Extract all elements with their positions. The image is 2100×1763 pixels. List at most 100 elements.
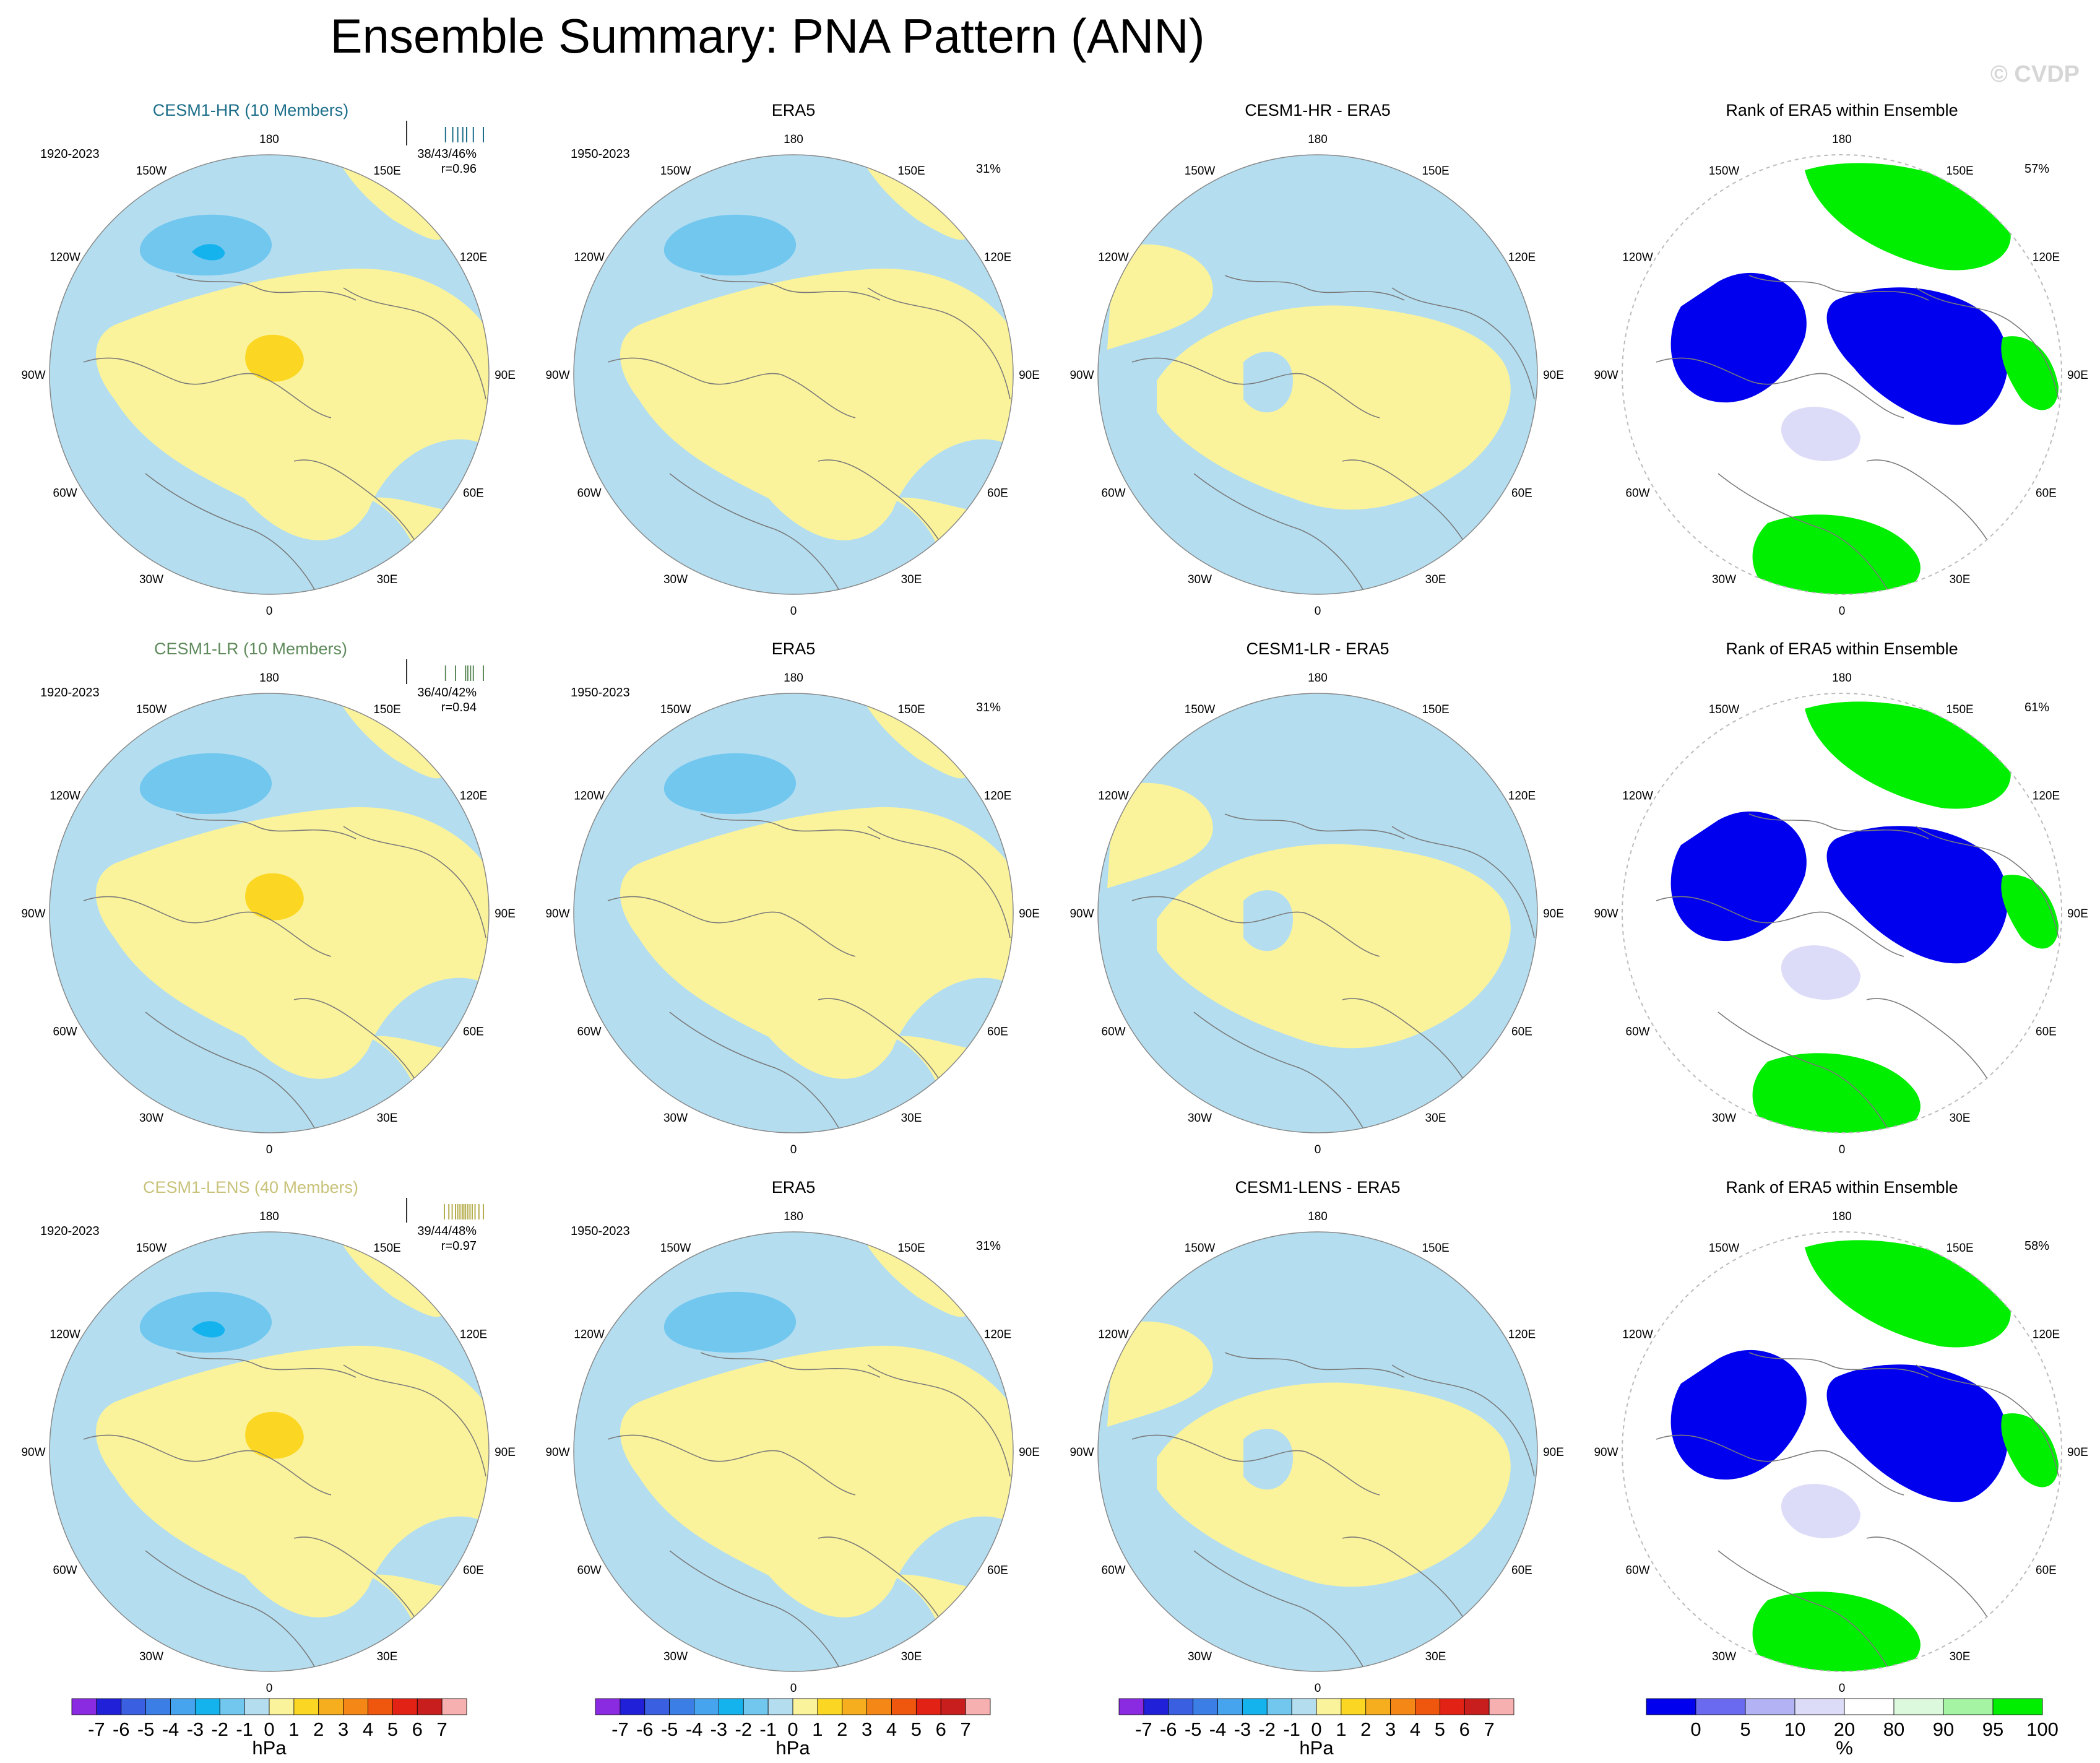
colorbar-tick-label: -5 <box>1185 1718 1202 1740</box>
watermark-text: © CVDP <box>1990 61 2080 87</box>
model-stats: 36/40/42% <box>417 686 477 700</box>
rank-mid-low-area <box>1781 945 1860 1000</box>
map-border <box>1622 693 2062 1133</box>
difference-title: CESM1-LR - ERA5 <box>1246 639 1389 658</box>
longitude-label: 30W <box>139 573 163 586</box>
longitude-label: 150W <box>660 1242 691 1255</box>
longitude-label: 60E <box>463 1026 484 1039</box>
longitude-label: 180 <box>784 133 803 146</box>
colorbar-swatch <box>170 1698 196 1715</box>
coastline <box>1916 826 2059 938</box>
colorbar-unit: % <box>1836 1737 1853 1759</box>
colorbar-tick-label: 0 <box>787 1718 798 1740</box>
longitude-label: 60W <box>53 1564 77 1577</box>
longitude-label: 150W <box>1709 1242 1740 1255</box>
colorbar-tick-label: -2 <box>1258 1718 1276 1740</box>
colorbar-tick-label: 5 <box>1435 1718 1445 1740</box>
map-border <box>49 1231 490 1672</box>
colorbar-tick-label: 1 <box>288 1718 299 1740</box>
rank-low-area <box>1826 1364 2008 1502</box>
positive-anomaly-area <box>1157 305 1511 510</box>
coastline <box>607 357 856 418</box>
longitude-label: 30W <box>663 1650 688 1663</box>
obs-pct: 31% <box>976 162 1001 176</box>
colorbar-swatch <box>194 1698 220 1715</box>
coastline <box>343 826 486 938</box>
colorbar-swatch <box>318 1698 344 1715</box>
coastline <box>1391 826 1535 938</box>
longitude-label: 90E <box>1543 369 1564 382</box>
longitude-label: 0 <box>266 605 273 618</box>
colorbar-swatch <box>96 1698 122 1715</box>
longitude-label: 120W <box>50 251 80 264</box>
longitude-label: 60W <box>1102 1026 1126 1039</box>
longitude-label: 90E <box>2067 907 2088 920</box>
longitude-label: 90W <box>1069 369 1094 382</box>
longitude-label: 150E <box>1946 1242 1973 1255</box>
colorbar-tick-label: 3 <box>862 1718 872 1740</box>
longitude-label: 90E <box>1019 907 1040 920</box>
longitude-label: 120W <box>50 1328 80 1341</box>
longitude-label: 30E <box>377 1112 398 1125</box>
colorbar-unit: hPa <box>776 1737 810 1759</box>
map-panel: 180 150E 120E 90E 60E 30E 0 30W 60W 90W 120W 150W <box>545 1210 1039 1695</box>
colorbar-swatch <box>293 1698 319 1715</box>
colorbar-unit: hPa <box>1299 1737 1334 1759</box>
longitude-label: 60W <box>1102 1564 1126 1577</box>
colorbar-swatch <box>595 1698 621 1715</box>
colorbar-tick-label: 20 <box>1834 1718 1855 1740</box>
colorbar-tick-label: 80 <box>1883 1718 1904 1740</box>
longitude-label: 90E <box>1019 369 1040 382</box>
colorbar-tick-label: 10 <box>1784 1718 1805 1740</box>
coastline <box>1656 1434 1904 1496</box>
longitude-label: 60W <box>577 1026 602 1039</box>
longitude-label: 120E <box>984 1328 1011 1341</box>
obs-title: ERA5 <box>772 639 816 658</box>
colorbar-tick-label: -7 <box>1135 1718 1152 1740</box>
colorbar-tick-label: 95 <box>1982 1718 2003 1740</box>
longitude-label: 0 <box>266 1682 273 1695</box>
positive-anomaly-area <box>620 807 1013 1079</box>
negative-anomaly-area <box>1243 352 1293 413</box>
obs-title: ERA5 <box>772 101 816 119</box>
longitude-label: 120E <box>460 1328 487 1341</box>
colorbar-tick-label: -5 <box>137 1718 155 1740</box>
colorbar-swatch <box>1489 1698 1515 1715</box>
model-correlation: r=0.96 <box>441 162 477 176</box>
longitude-label: 180 <box>784 1210 803 1223</box>
rank-high-area <box>1805 1240 2011 1348</box>
model-stats: 39/44/48% <box>417 1224 477 1238</box>
longitude-label: 150W <box>1185 703 1216 716</box>
longitude-label: 60E <box>463 1564 484 1577</box>
colorbar-tick-label: -6 <box>636 1718 654 1740</box>
colorbar-tick-label: -1 <box>236 1718 253 1740</box>
member-strip <box>406 659 484 684</box>
positive-anomaly-area <box>96 807 489 1079</box>
longitude-label: 0 <box>1315 1143 1321 1156</box>
longitude-label: 90W <box>1594 1446 1618 1459</box>
colorbar-swatch <box>71 1698 97 1715</box>
longitude-label: 90E <box>495 907 516 920</box>
longitude-label: 150W <box>660 703 691 716</box>
coastline <box>607 1434 856 1496</box>
rank-low-area <box>1826 287 2008 425</box>
longitude-label: 60W <box>53 1026 77 1039</box>
colorbar-swatch <box>644 1698 670 1715</box>
negative-anomaly-core <box>663 214 797 275</box>
obs-years: 1950-2023 <box>571 147 630 161</box>
map-panel: 180 150E 120E 90E 60E 30E 0 30W 60W 90W 120W 150W <box>1594 672 2088 1156</box>
rank-high-area <box>1752 1592 1921 1671</box>
coastline <box>1718 473 1892 594</box>
longitude-label: 0 <box>1315 605 1321 618</box>
colorbar-tick-label: -7 <box>88 1718 105 1740</box>
map-panel: 180 150E 120E 90E 60E 30E 0 30W 60W 90W 120W 150W <box>545 672 1039 1156</box>
longitude-label: 30E <box>1950 1650 1971 1663</box>
colorbar-swatch <box>1695 1698 1746 1715</box>
longitude-label: 120E <box>1508 1328 1536 1341</box>
longitude-label: 150E <box>373 165 400 178</box>
rank-high-area <box>2001 1413 2059 1488</box>
colorbar-tick-label: -1 <box>759 1718 777 1740</box>
colorbar-swatch <box>669 1698 694 1715</box>
longitude-label: 30W <box>1188 1650 1212 1663</box>
longitude-label: 150W <box>1709 703 1740 716</box>
